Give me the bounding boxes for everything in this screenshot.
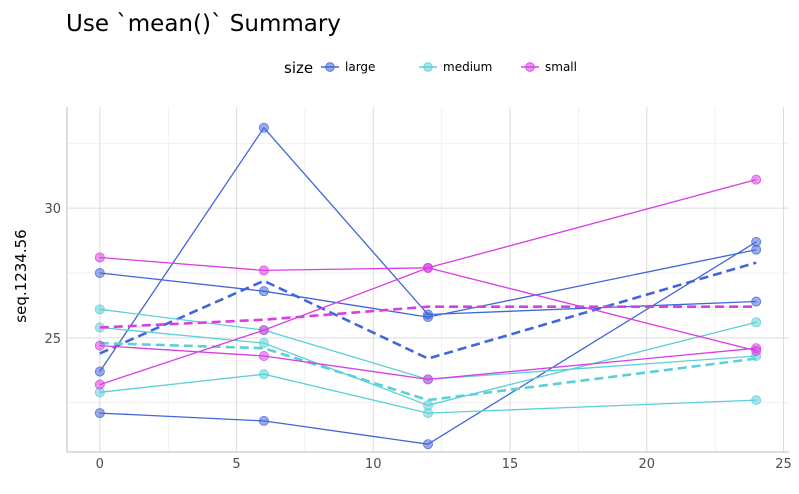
legend-entry-large: large: [321, 60, 375, 74]
legend-label: small: [545, 60, 577, 74]
legend-entries: large medium small: [321, 60, 577, 74]
data-point-small: [751, 174, 762, 185]
y-axis-label: seq.1234.56: [12, 229, 30, 322]
series-small: [94, 174, 762, 390]
data-point-small: [258, 265, 269, 276]
legend-key-point: [525, 62, 535, 72]
legend-label: medium: [443, 60, 492, 74]
data-point-small: [94, 252, 105, 263]
data-point-large: [422, 439, 433, 450]
x-axis-ticks: 0 5 10 15 20 25: [96, 457, 792, 472]
grid: [67, 107, 789, 452]
series-line-medium: [99, 321, 757, 406]
legend-title: size: [284, 59, 313, 77]
data-point-medium: [94, 304, 105, 315]
series-line-medium: [99, 308, 757, 381]
data-point-large: [94, 366, 105, 377]
data-point-small: [422, 374, 433, 385]
x-tick-label: 20: [639, 457, 656, 472]
data-point-large: [751, 236, 762, 247]
data-point-small: [422, 262, 433, 273]
x-tick-label: 15: [502, 457, 519, 472]
data-point-large: [751, 296, 762, 307]
data-point-medium: [751, 317, 762, 328]
x-tick-label: 5: [232, 457, 240, 472]
x-tick-label: 0: [96, 457, 104, 472]
data-point-small: [94, 379, 105, 390]
legend-label: large: [345, 60, 375, 74]
data-point-small: [258, 325, 269, 336]
series-line-small: [99, 344, 757, 381]
series-layer: [94, 122, 762, 450]
data-point-small: [751, 343, 762, 354]
data-point-medium: [258, 369, 269, 380]
data-point-large: [258, 122, 269, 133]
series-line-large: [99, 249, 757, 318]
y-tick-label: 30: [44, 202, 61, 217]
series-line-medium: [99, 373, 757, 414]
chart-title: Use `mean()` Summary: [66, 11, 341, 37]
series-line-small: [99, 178, 757, 386]
data-point-large: [258, 415, 269, 426]
legend-entry-small: small: [521, 60, 577, 74]
data-point-medium: [258, 338, 269, 349]
data-point-small: [94, 340, 105, 351]
legend-key-point: [423, 62, 433, 72]
legend-entry-medium: medium: [419, 60, 492, 74]
series-line-large: [99, 241, 757, 445]
mean-line-large: [99, 261, 757, 360]
y-axis-ticks: 25 30: [44, 202, 61, 347]
y-tick-label: 25: [44, 332, 61, 347]
x-tick-label: 10: [365, 457, 382, 472]
data-point-large: [94, 268, 105, 279]
x-tick-label: 25: [775, 457, 792, 472]
mean-line-small: [99, 305, 757, 329]
series-line-small: [99, 256, 757, 352]
data-point-large: [94, 408, 105, 419]
legend-key-point: [325, 62, 335, 72]
series-line-large: [99, 126, 757, 372]
data-point-small: [258, 351, 269, 362]
data-point-large: [258, 286, 269, 297]
axis-lines: [66, 107, 789, 453]
data-point-medium: [422, 400, 433, 411]
data-point-medium: [751, 395, 762, 406]
data-point-large: [422, 309, 433, 320]
legend: size large medium small: [284, 59, 577, 77]
